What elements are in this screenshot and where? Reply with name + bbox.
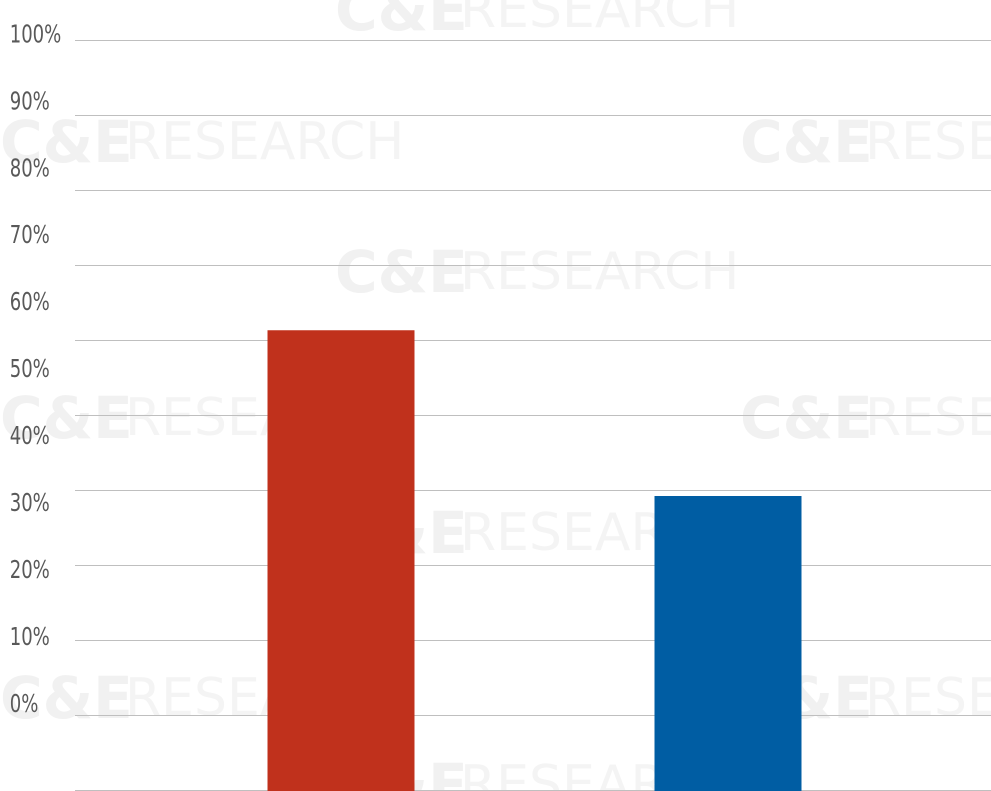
bar [654,496,802,791]
watermark-word-text: RESEARCH [865,668,991,728]
watermark-brand-text: C&E [335,0,468,44]
watermark-brand-text: C&E [0,664,133,732]
bars [267,330,802,791]
watermark-brand-text: C&E [740,384,873,452]
watermark-brand-text: C&E [740,108,873,176]
y-tick-label: 70% [10,222,50,251]
watermark-word-text: RESEARCH [865,112,991,172]
y-axis-tick-labels: 0% 10% 20% 30% 40% 50% 60% 70% 80% 90% 100% [10,21,62,719]
y-tick-label: 10% [10,623,50,652]
watermark-word-text: RESEARCH [865,388,991,448]
watermark-word-text: RESEARCH [460,242,739,302]
y-tick-label: 80% [10,155,50,184]
y-tick-label: 60% [10,289,50,318]
y-tick-label: 0% [10,690,39,719]
watermark-brand-text: C&E [0,384,133,452]
y-tick-label: 100% [10,21,62,50]
y-tick-label: 90% [10,88,50,117]
watermark-word-text: RESEARCH [125,112,404,172]
watermark-word-text: RESEARCH [460,0,739,40]
y-tick-label: 30% [10,489,50,518]
bar [267,330,415,791]
y-tick-label: 20% [10,556,50,585]
y-tick-label: 40% [10,422,50,451]
watermark-brand-text: C&E [335,238,468,306]
y-tick-label: 50% [10,356,50,385]
watermark-brand-text: C&E [0,108,133,176]
